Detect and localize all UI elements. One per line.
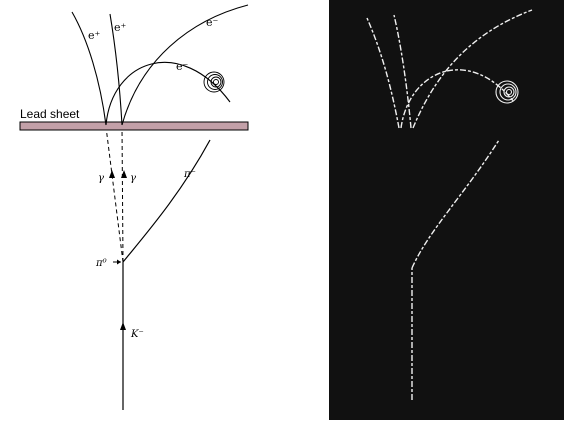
gamma-arrow-1 [109,170,115,178]
k-minus-label: K⁻ [130,329,144,340]
e-plus-label-1: e⁺ [88,29,101,42]
gamma-arrow-2 [121,170,127,178]
pi-zero-label: π⁰ [95,258,107,269]
bubble-chamber-photo [329,0,564,420]
e-minus-label-1: e⁻ [206,16,219,29]
gamma-track-1 [105,126,124,263]
electron-spiral [203,71,225,93]
e-plus-label-2: e⁺ [114,21,127,34]
gamma-label-1: γ [98,173,104,184]
e-plus-track-2 [109,13,123,126]
photo-e-minus-track-1 [400,69,515,129]
gamma-label-2: γ [130,173,136,184]
pi-zero-arrow [117,259,121,265]
particle-track-diagram: Lead sheet e⁺ e⁺ e⁻ e⁻ γ γ π⁻ π⁰ K⁻ [19,4,249,410]
photo-spiral [495,80,519,104]
e-plus-track-1 [71,11,107,126]
k-minus-arrow [120,322,126,330]
photo-e-plus-track-2 [393,14,412,129]
pi-minus-track [122,139,211,263]
e-minus-track-2 [121,4,249,126]
bubble-chamber-tracks [366,9,533,400]
pi-minus-label: π⁻ [183,169,196,180]
photo-pi-minus-track [411,139,500,269]
lead-sheet [19,121,249,131]
photo-e-plus-track-1 [366,17,400,129]
lead-sheet-label: Lead sheet [20,107,80,121]
e-minus-label-2: e⁻ [176,60,189,73]
photo-e-minus-track-2 [412,9,533,129]
gamma-track-2 [121,126,124,263]
feynman-diagram-panel: Lead sheet e⁺ e⁺ e⁻ e⁻ γ γ π⁻ π⁰ K⁻ [19,4,249,410]
